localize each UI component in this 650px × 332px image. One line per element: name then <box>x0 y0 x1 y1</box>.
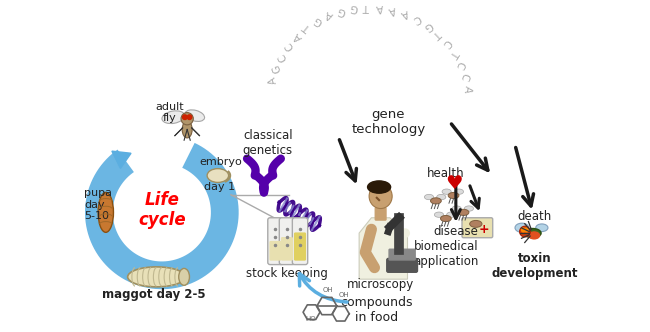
FancyBboxPatch shape <box>270 242 281 260</box>
Text: T: T <box>448 48 460 59</box>
Ellipse shape <box>430 198 441 204</box>
Text: G: G <box>337 5 347 16</box>
Text: compounds
in food: compounds in food <box>341 296 413 324</box>
Ellipse shape <box>524 228 541 238</box>
Text: C: C <box>440 37 452 49</box>
Text: G: G <box>312 14 324 27</box>
FancyBboxPatch shape <box>292 218 307 265</box>
Circle shape <box>519 226 530 237</box>
Circle shape <box>181 113 193 125</box>
Text: A: A <box>324 9 335 21</box>
Circle shape <box>521 228 525 232</box>
Text: toxin
development: toxin development <box>491 252 578 280</box>
Text: Life
cycle: Life cycle <box>138 191 186 229</box>
Text: health: health <box>427 168 465 181</box>
Ellipse shape <box>536 224 548 232</box>
Text: G: G <box>421 19 434 32</box>
Text: day 1: day 1 <box>204 182 235 192</box>
Text: pupa
day
5-10: pupa day 5-10 <box>84 188 112 221</box>
Ellipse shape <box>98 193 114 232</box>
FancyBboxPatch shape <box>462 218 493 238</box>
FancyBboxPatch shape <box>294 233 305 260</box>
Text: OH: OH <box>323 287 333 293</box>
FancyBboxPatch shape <box>389 249 415 260</box>
Ellipse shape <box>470 220 482 227</box>
Ellipse shape <box>458 209 469 215</box>
Text: G: G <box>350 2 359 13</box>
Ellipse shape <box>424 194 434 200</box>
Ellipse shape <box>441 215 451 221</box>
Ellipse shape <box>127 267 185 287</box>
Ellipse shape <box>182 121 192 138</box>
Polygon shape <box>112 151 131 168</box>
Text: biomedical
application: biomedical application <box>413 240 478 268</box>
Text: maggot day 2-5: maggot day 2-5 <box>102 288 206 301</box>
Circle shape <box>525 228 528 232</box>
Text: gene
technology: gene technology <box>351 108 426 136</box>
Text: C: C <box>454 59 466 70</box>
Ellipse shape <box>368 181 391 193</box>
Ellipse shape <box>162 111 185 124</box>
Text: stock keeping: stock keeping <box>246 267 328 280</box>
Text: HO: HO <box>306 316 316 322</box>
Polygon shape <box>359 218 408 279</box>
Text: C: C <box>411 12 422 25</box>
Text: C: C <box>283 40 296 52</box>
Circle shape <box>187 115 192 120</box>
Text: embryo: embryo <box>200 157 242 167</box>
Text: death: death <box>518 210 552 223</box>
Ellipse shape <box>369 184 392 208</box>
Text: classical
genetics: classical genetics <box>242 129 293 157</box>
Text: A: A <box>292 31 304 42</box>
Ellipse shape <box>179 269 189 285</box>
FancyBboxPatch shape <box>375 208 386 220</box>
Text: +: + <box>478 223 489 236</box>
Text: adult
fly: adult fly <box>155 102 184 124</box>
FancyBboxPatch shape <box>387 258 417 272</box>
Text: ♥: ♥ <box>445 174 462 193</box>
FancyBboxPatch shape <box>268 218 283 265</box>
Text: C: C <box>458 72 470 82</box>
Ellipse shape <box>437 194 446 200</box>
Ellipse shape <box>529 232 539 239</box>
Text: disease: disease <box>434 225 478 238</box>
Text: A: A <box>388 4 397 15</box>
Text: A: A <box>462 85 473 94</box>
Ellipse shape <box>515 223 529 232</box>
Text: A: A <box>400 7 410 19</box>
Ellipse shape <box>448 193 459 199</box>
Ellipse shape <box>464 206 473 211</box>
Text: OH: OH <box>339 292 349 298</box>
Circle shape <box>183 115 187 120</box>
Text: A: A <box>267 76 278 85</box>
Ellipse shape <box>447 212 456 217</box>
Text: T: T <box>302 22 313 34</box>
Ellipse shape <box>434 212 443 217</box>
FancyBboxPatch shape <box>280 218 294 265</box>
Ellipse shape <box>207 169 229 183</box>
Ellipse shape <box>442 189 451 194</box>
Text: A: A <box>376 2 384 13</box>
Text: T: T <box>432 28 443 40</box>
Text: G: G <box>270 63 283 74</box>
Ellipse shape <box>454 189 463 194</box>
Text: T: T <box>364 2 370 12</box>
FancyBboxPatch shape <box>281 238 292 260</box>
Ellipse shape <box>452 206 461 211</box>
Text: C: C <box>276 51 289 62</box>
Ellipse shape <box>185 110 205 122</box>
Text: microscopy: microscopy <box>347 278 414 291</box>
